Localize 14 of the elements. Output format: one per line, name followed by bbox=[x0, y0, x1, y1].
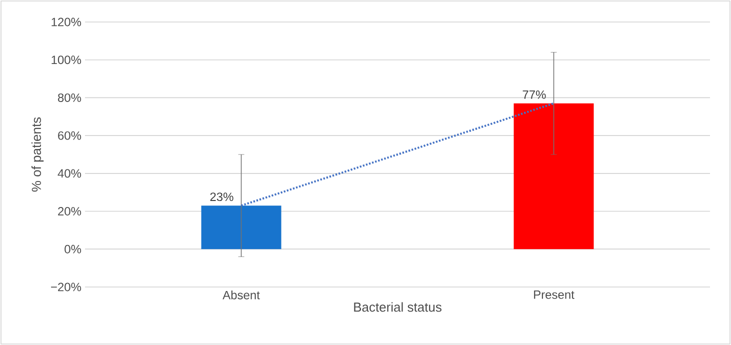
x-tick-label: Absent bbox=[222, 290, 260, 300]
data-label: 23% bbox=[210, 192, 234, 202]
y-tick-label: 60% bbox=[58, 131, 82, 140]
x-axis-title: Bacterial status bbox=[354, 302, 442, 312]
y-tick-label: 120% bbox=[52, 18, 82, 26]
x-tick-label: Present bbox=[534, 290, 574, 299]
data-label: 77% bbox=[522, 90, 546, 99]
y-tick-label: 40% bbox=[58, 169, 82, 178]
y-tick-label: 100% bbox=[52, 56, 82, 64]
y-tick-label: 80% bbox=[58, 93, 82, 102]
y-tick-label: −20% bbox=[51, 282, 82, 292]
y-tick-label: 0% bbox=[64, 244, 82, 254]
y-tick-label: 20% bbox=[58, 207, 82, 216]
y-axis-title: % of patients bbox=[31, 117, 44, 192]
